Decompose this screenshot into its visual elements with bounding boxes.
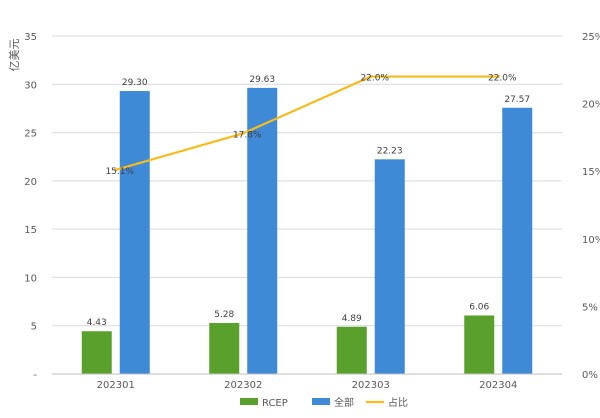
- left-axis-ticks: - 5 10 15 20 25 30 35: [24, 32, 37, 381]
- legend-label: RCEP: [262, 398, 288, 409]
- bar-data-label: 29.30: [122, 78, 148, 88]
- y-tick-label: 10: [24, 273, 37, 284]
- bar: [209, 323, 240, 374]
- y2-tick-label: 20%: [582, 100, 600, 111]
- y2-tick-label: 10%: [582, 235, 600, 246]
- y-axis-label: 亿美元: [8, 39, 21, 72]
- line-point: [496, 75, 500, 79]
- bar: [464, 315, 495, 374]
- line-data-label: 22.0%: [360, 74, 389, 84]
- y2-tick-label: 25%: [582, 32, 600, 43]
- x-tick-label: 202301: [97, 380, 135, 391]
- legend-label: 全部: [334, 396, 354, 409]
- y2-tick-label: 5%: [582, 302, 598, 313]
- line-data-label: 22.0%: [488, 74, 517, 84]
- bar-data-label: 4.43: [87, 318, 107, 328]
- y2-tick-label: 15%: [582, 167, 600, 178]
- y-tick-label: 25: [24, 129, 37, 140]
- right-axis-ticks: 0% 5% 10% 15% 20% 25%: [582, 32, 600, 381]
- line-data-label: 15.1%: [105, 167, 134, 177]
- bar-data-label: 5.28: [214, 310, 234, 320]
- y-tick-label: 20: [24, 177, 37, 188]
- legend-swatch: [240, 398, 258, 405]
- bar: [119, 91, 150, 374]
- y-tick-label: 5: [31, 322, 37, 333]
- x-tick-label: 202302: [224, 380, 262, 391]
- ratio-line: 15.1% 17.8% 22.0% 22.0%: [105, 74, 517, 177]
- bar-data-label: 29.63: [249, 75, 275, 85]
- y-tick-label: 15: [24, 225, 37, 236]
- y-tick-label: 35: [24, 32, 37, 43]
- bar-data-label: 22.23: [377, 146, 403, 156]
- ratio-line-path: [115, 75, 499, 171]
- bars: 4.43 5.28 4.89 6.06 29.30 29.63 22.23 27.57: [81, 75, 533, 375]
- x-axis-ticks: 202301 202302 202303 202304: [52, 373, 562, 391]
- legend: RCEP 全部 占比: [240, 396, 408, 409]
- legend-label: 占比: [388, 396, 408, 409]
- line-data-label: 17.8%: [233, 130, 262, 140]
- bar: [374, 159, 405, 374]
- y-tick-label: -: [33, 370, 37, 381]
- line-point: [241, 131, 245, 135]
- bar-data-label: 6.06: [469, 302, 489, 312]
- bar: [81, 331, 112, 374]
- x-tick-label: 202304: [479, 380, 517, 391]
- bar-data-label: 4.89: [342, 314, 362, 324]
- bar: [502, 107, 533, 375]
- bar: [247, 87, 278, 374]
- y2-tick-label: 0%: [582, 370, 598, 381]
- legend-swatch: [312, 398, 330, 405]
- line-point: [369, 75, 373, 79]
- line-point: [114, 168, 118, 172]
- bar: [336, 326, 367, 374]
- y-tick-label: 30: [24, 80, 37, 91]
- x-tick-label: 202303: [352, 380, 390, 391]
- bar-data-label: 27.57: [504, 95, 530, 105]
